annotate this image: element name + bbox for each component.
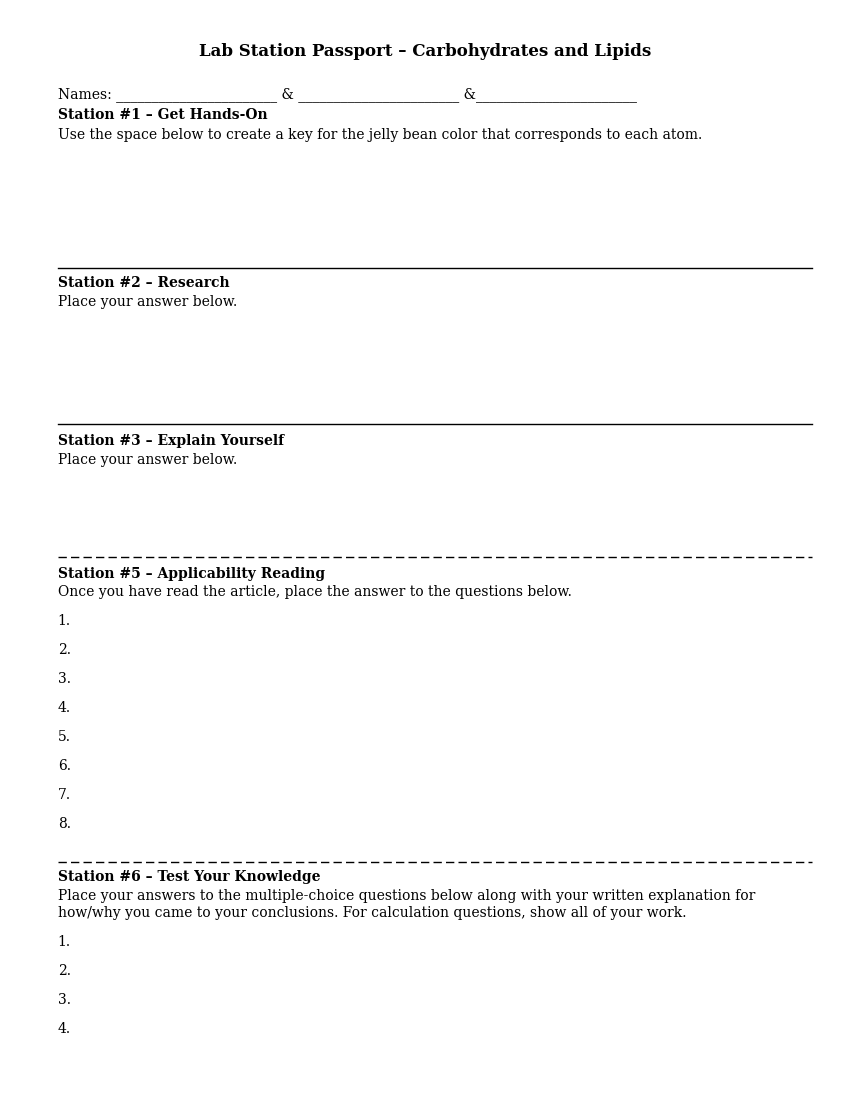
Text: Station #1 – Get Hands-On: Station #1 – Get Hands-On — [58, 108, 268, 122]
Text: Station #3 – Explain Yourself: Station #3 – Explain Yourself — [58, 434, 284, 448]
Text: 7.: 7. — [58, 788, 71, 802]
Text: 1.: 1. — [58, 614, 71, 628]
Text: 5.: 5. — [58, 730, 71, 744]
Text: Station #5 – Applicability Reading: Station #5 – Applicability Reading — [58, 566, 325, 581]
Text: 4.: 4. — [58, 701, 71, 715]
Text: Lab Station Passport – Carbohydrates and Lipids: Lab Station Passport – Carbohydrates and… — [199, 44, 651, 60]
Text: Place your answers to the multiple-choice questions below along with your writte: Place your answers to the multiple-choic… — [58, 889, 755, 903]
Text: 1.: 1. — [58, 935, 71, 949]
Text: Station #6 – Test Your Knowledge: Station #6 – Test Your Knowledge — [58, 870, 320, 884]
Text: 4.: 4. — [58, 1022, 71, 1036]
Text: 8.: 8. — [58, 817, 71, 830]
Text: how/why you came to your conclusions. For calculation questions, show all of you: how/why you came to your conclusions. Fo… — [58, 906, 686, 920]
Text: Station #2 – Research: Station #2 – Research — [58, 276, 230, 290]
Text: 6.: 6. — [58, 759, 71, 773]
Text: Names: _______________________ & _______________________ &______________________: Names: _______________________ & _______… — [58, 88, 637, 102]
Text: Place your answer below.: Place your answer below. — [58, 295, 237, 309]
Text: 2.: 2. — [58, 644, 71, 657]
Text: Once you have read the article, place the answer to the questions below.: Once you have read the article, place th… — [58, 585, 572, 600]
Text: Place your answer below.: Place your answer below. — [58, 453, 237, 468]
Text: Use the space below to create a key for the jelly bean color that corresponds to: Use the space below to create a key for … — [58, 128, 702, 142]
Text: 3.: 3. — [58, 993, 71, 1007]
Text: 2.: 2. — [58, 964, 71, 978]
Text: 3.: 3. — [58, 672, 71, 686]
